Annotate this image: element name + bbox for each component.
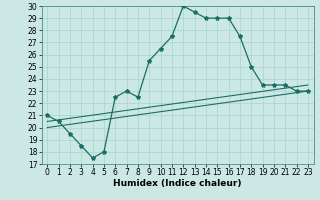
X-axis label: Humidex (Indice chaleur): Humidex (Indice chaleur) bbox=[113, 179, 242, 188]
